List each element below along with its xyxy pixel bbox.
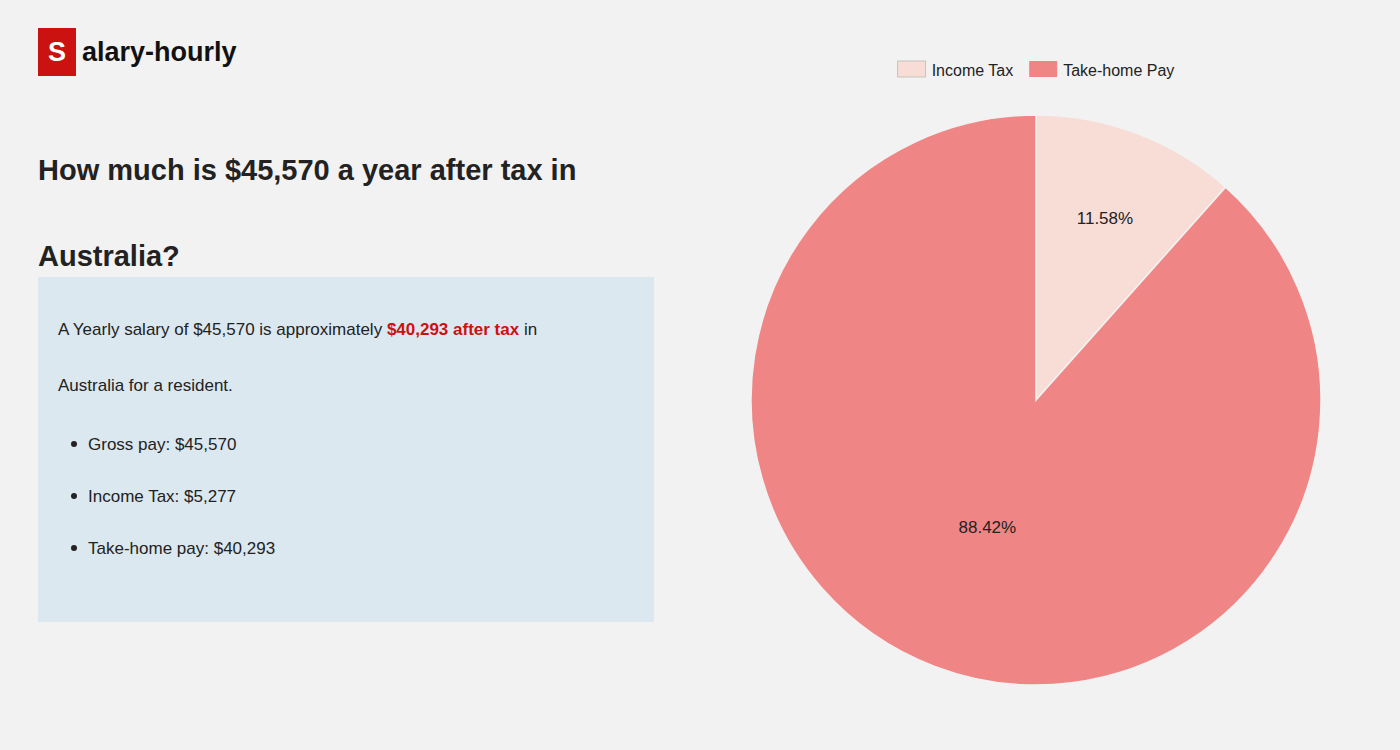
chart-root: Salary-hourly How much is $45,570 a year … [0, 0, 1400, 750]
data-label: 88.42% [958, 518, 1016, 537]
paragraph: Australia for a resident. [58, 376, 233, 395]
data-label: 11.58% [1077, 209, 1133, 228]
logo-box [38, 28, 76, 76]
background [0, 0, 1400, 750]
paragraph: A Yearly salary of $45,570 is approximat… [58, 320, 537, 339]
bullet [71, 441, 77, 447]
legend-item: Income Tax [898, 61, 1014, 79]
paragraph-part: in [519, 320, 537, 339]
data-labels: 11.58% 88.42% [958, 209, 1133, 537]
paragraph-part: $40,293 after tax [387, 320, 520, 339]
logo-text: alary-hourly [82, 37, 237, 67]
bullet-item: Gross pay: $45,570 [88, 435, 236, 454]
legend: Income Tax Take-home Pay [898, 61, 1175, 79]
title: How much is $45,570 a year after tax in [38, 154, 576, 186]
logo-letter: S [48, 37, 66, 67]
info-box [38, 277, 654, 622]
legend-item: Take-home Pay [1029, 61, 1174, 79]
bullet [71, 545, 77, 551]
bullet-item: Take-home pay: $40,293 [88, 539, 275, 558]
title: Australia? [38, 240, 180, 272]
legend-label: Take-home Pay [1063, 62, 1174, 79]
pie-slice [751, 115, 1321, 685]
pie [751, 115, 1321, 685]
legend-swatch [1029, 61, 1057, 77]
bullet [71, 493, 77, 499]
bullet-item: Income Tax: $5,277 [88, 487, 236, 506]
legend-swatch [898, 61, 926, 77]
paragraph-part: A Yearly salary of $45,570 is approximat… [58, 320, 387, 339]
legend-label: Income Tax [932, 62, 1014, 79]
